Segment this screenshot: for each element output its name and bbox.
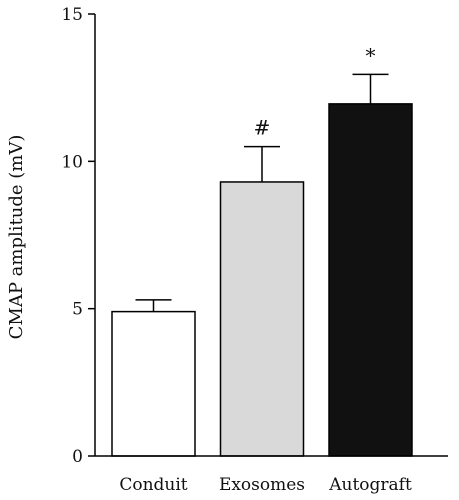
x-category-label: Exosomes bbox=[219, 475, 305, 495]
x-axis-categories: Conduit Exosomes Autograft bbox=[119, 475, 412, 495]
bar-autograft bbox=[328, 103, 413, 457]
y-axis-ticks: 0 5 10 15 bbox=[61, 5, 95, 467]
significance-marker: * bbox=[366, 43, 376, 67]
y-axis-title: CMAP amplitude (mV) bbox=[6, 135, 27, 340]
bar-exosomes bbox=[219, 181, 305, 457]
x-category-label: Conduit bbox=[119, 475, 187, 495]
y-tick-label: 15 bbox=[61, 5, 83, 25]
y-tick-label: 10 bbox=[61, 152, 83, 172]
error-bars bbox=[135, 73, 389, 312]
significance-annotations: #* bbox=[254, 43, 376, 139]
y-tick-label: 5 bbox=[72, 300, 83, 320]
y-tick-label: 0 bbox=[72, 447, 83, 467]
significance-marker: # bbox=[254, 116, 271, 140]
x-category-label: Autograft bbox=[328, 475, 412, 495]
bar-conduit bbox=[111, 310, 196, 457]
